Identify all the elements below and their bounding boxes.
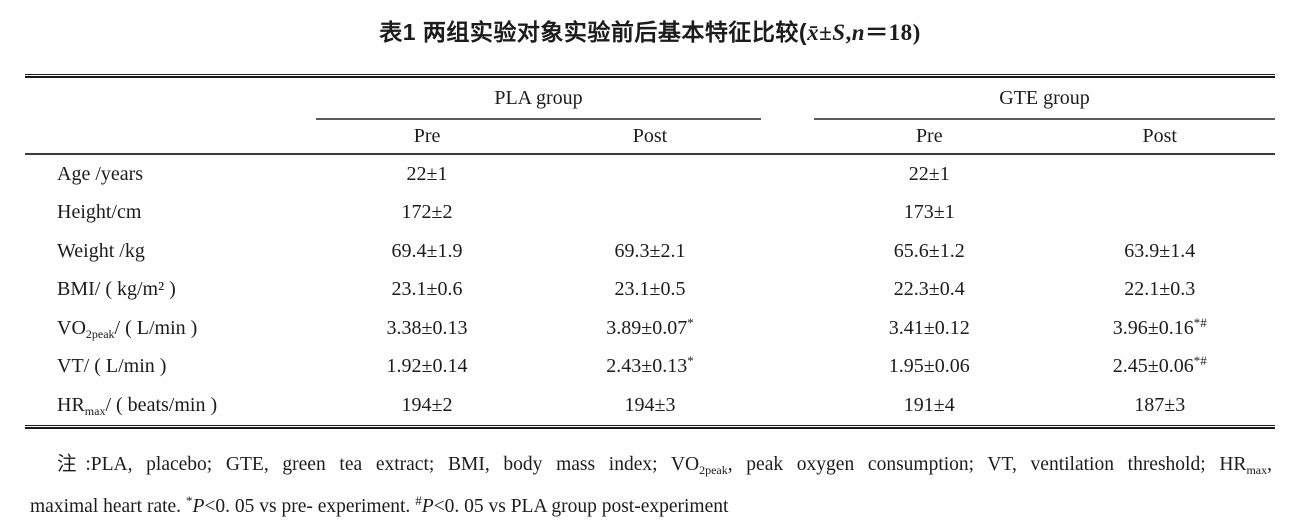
- cell-value: 3.96±0.16*#: [1112, 314, 1207, 339]
- gap-cell: [761, 154, 814, 194]
- table-row-vt: VT/ ( L/min ) 1.92±0.14 2.43±0.13* 1.95±…: [25, 348, 1275, 387]
- gap-cell: [761, 194, 814, 233]
- cell-value: 23.1±0.6: [391, 278, 463, 301]
- cell-value: 191±4: [903, 393, 955, 416]
- row-label: Weight /kg: [57, 239, 145, 262]
- cell-value: 2.45±0.06*#: [1112, 353, 1207, 378]
- cell-value: 3.41±0.12: [888, 316, 970, 339]
- group-header-row: PLA group GTE group: [25, 78, 1275, 120]
- gap-cell: [761, 386, 814, 425]
- group-header-gte: GTE group: [814, 78, 1275, 120]
- row-label: BMI/ ( kg/m² ): [57, 278, 176, 301]
- cell-value: 194±2: [401, 393, 453, 416]
- table-row-vo2peak: VO2peak/ ( L/min ) 3.38±0.13 3.89±0.07* …: [25, 309, 1275, 348]
- gap-cell: [761, 271, 814, 310]
- cell-value: [539, 194, 762, 233]
- cell-value: 22±1: [908, 162, 950, 185]
- row-label: Age /years: [57, 162, 144, 185]
- gap-cell: [761, 309, 814, 348]
- subheader-row: Pre Post Pre Post: [25, 119, 1275, 155]
- corner-cell: [25, 78, 316, 119]
- cell-value: [539, 154, 762, 194]
- row-label: VT/ ( L/min ): [57, 355, 167, 378]
- subheader-gte-post: Post: [1044, 119, 1275, 155]
- table-container: PLA group GTE group Pre Post Pre Post Ag…: [25, 74, 1275, 429]
- subheader-gap: [761, 119, 815, 155]
- cell-value: 172±2: [401, 201, 453, 224]
- cell-value: 69.3±2.1: [614, 239, 686, 262]
- cell-value: [1045, 154, 1276, 194]
- group-gap-cell: [761, 78, 814, 119]
- table-bottom-rule: [25, 424, 1275, 429]
- subheader-pla-pre: Pre: [315, 119, 539, 155]
- gap-cell: [761, 232, 814, 271]
- subheader-pla-post: Post: [538, 119, 762, 155]
- cell-value: 65.6±1.2: [893, 239, 965, 262]
- table-row-hrmax: HRmax/ ( beats/min ) 194±2 194±3 191±4 1…: [25, 386, 1275, 425]
- row-label: Height/cm: [57, 201, 142, 224]
- cell-value: 173±1: [903, 201, 955, 224]
- table-title: 表1 两组实验对象实验前后基本特征比较(x̄±S,n＝18): [379, 19, 921, 45]
- cell-value: 63.9±1.4: [1124, 239, 1196, 262]
- cell-value: 3.38±0.13: [386, 316, 468, 339]
- table-row-age: Age /years 22±1 22±1: [25, 154, 1275, 194]
- cell-value: 187±3: [1134, 393, 1186, 416]
- row-label: HRmax/ ( beats/min ): [57, 393, 218, 418]
- table-row-weight: Weight /kg 69.4±1.9 69.3±2.1 65.6±1.2 63…: [25, 232, 1275, 271]
- subheader-gte-pre: Pre: [814, 119, 1045, 155]
- footnote-abbreviations: 注:PLA, placebo; GTE, green tea extract; …: [57, 453, 1272, 477]
- subheader-empty: [25, 119, 316, 155]
- table-footnotes: 注:PLA, placebo; GTE, green tea extract; …: [30, 444, 1272, 528]
- cell-value: 22±1: [406, 162, 448, 185]
- cell-value: 194±3: [624, 393, 676, 416]
- footnote-significance: maximal heart rate. *P<0. 05 vs pre- exp…: [30, 492, 729, 517]
- table-row-bmi: BMI/ ( kg/m² ) 23.1±0.6 23.1±0.5 22.3±0.…: [25, 271, 1275, 310]
- cell-value: 1.92±0.14: [386, 355, 468, 378]
- cell-value: 2.43±0.13*: [606, 353, 694, 378]
- table-row-height: Height/cm 172±2 173±1: [25, 194, 1275, 233]
- table-top-rule: [25, 74, 1275, 78]
- cell-value: 22.3±0.4: [893, 278, 965, 301]
- comparison-table: PLA group GTE group Pre Post Pre Post Ag…: [25, 78, 1275, 425]
- cell-value: 69.4±1.9: [391, 239, 463, 262]
- gap-cell: [761, 348, 814, 387]
- row-label: VO2peak/ ( L/min ): [57, 316, 198, 341]
- cell-value: 23.1±0.5: [614, 278, 686, 301]
- cell-value: [1045, 194, 1276, 233]
- cell-value: 1.95±0.06: [888, 355, 970, 378]
- cell-value: 3.89±0.07*: [606, 314, 694, 339]
- group-header-pla: PLA group: [315, 78, 762, 120]
- cell-value: 22.1±0.3: [1124, 278, 1196, 301]
